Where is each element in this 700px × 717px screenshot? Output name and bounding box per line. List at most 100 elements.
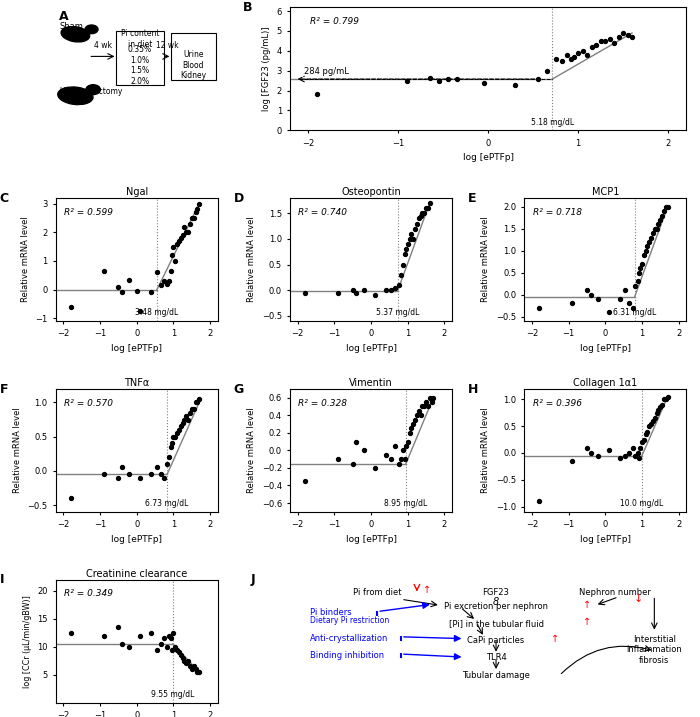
Point	[642, 426, 653, 437]
Point	[632, 447, 643, 459]
Point	[662, 201, 673, 212]
Text: E: E	[468, 192, 477, 205]
Point	[595, 35, 606, 47]
Point	[183, 655, 194, 666]
Point	[181, 227, 192, 238]
Point	[407, 418, 419, 429]
Point	[566, 53, 577, 65]
Point	[651, 223, 662, 234]
Point	[398, 259, 409, 270]
Point	[568, 51, 579, 62]
Point	[312, 87, 323, 99]
Point	[393, 457, 404, 469]
X-axis label: log [ePTFp]: log [ePTFp]	[463, 153, 514, 162]
Point	[184, 660, 195, 672]
Point	[626, 32, 638, 43]
Point	[627, 442, 638, 453]
Point	[174, 235, 185, 247]
Point	[424, 72, 435, 83]
Point	[159, 275, 170, 287]
Point	[116, 638, 127, 650]
Point	[164, 630, 175, 641]
Text: R² = 0.718: R² = 0.718	[533, 208, 582, 217]
Point	[192, 666, 203, 678]
Title: Creatinine clearance: Creatinine clearance	[86, 569, 188, 579]
Point	[653, 219, 664, 230]
X-axis label: log [ePTFp]: log [ePTFp]	[580, 344, 631, 353]
Point	[533, 302, 545, 313]
Point	[380, 285, 391, 296]
Point	[433, 75, 444, 86]
Point	[190, 206, 201, 218]
Text: Dietary Pi restriction: Dietary Pi restriction	[310, 617, 389, 625]
Text: ↑: ↑	[583, 600, 592, 609]
Point	[155, 280, 166, 291]
X-axis label: log [ePTFp]: log [ePTFp]	[346, 344, 396, 353]
Text: Pi excretion per nephron: Pi excretion per nephron	[444, 602, 548, 611]
Point	[577, 45, 588, 57]
Point	[419, 401, 430, 412]
Text: 6.73 mg/dL: 6.73 mg/dL	[146, 499, 189, 508]
Point	[172, 238, 183, 250]
Point	[636, 258, 648, 270]
Point	[424, 391, 435, 403]
Point	[98, 265, 109, 277]
Point	[634, 442, 645, 453]
Point	[654, 214, 666, 226]
Point	[393, 280, 404, 291]
Point	[657, 210, 668, 222]
Text: Nephron number: Nephron number	[579, 588, 651, 597]
Point	[634, 262, 645, 274]
Point	[169, 431, 181, 442]
Point	[164, 275, 175, 287]
Point	[510, 79, 521, 90]
Text: ↓: ↓	[634, 594, 643, 604]
Point	[404, 427, 415, 439]
Text: 12 wk: 12 wk	[156, 42, 178, 50]
Point	[161, 641, 172, 652]
Point	[645, 232, 657, 243]
Point	[169, 255, 181, 267]
Text: Pi content
in diet: Pi content in diet	[120, 29, 160, 49]
Point	[402, 436, 413, 447]
Point	[177, 229, 188, 241]
Point	[98, 468, 109, 480]
Point	[407, 233, 419, 244]
Point	[188, 212, 199, 224]
Text: R² = 0.328: R² = 0.328	[298, 399, 347, 407]
Point	[124, 641, 135, 652]
Point	[386, 453, 397, 465]
Text: ↑: ↑	[552, 635, 559, 645]
Text: Binding inhibition: Binding inhibition	[310, 651, 384, 660]
Title: Vimentin: Vimentin	[349, 378, 393, 388]
Point	[399, 453, 410, 465]
Text: Urine
Blood
Kidney: Urine Blood Kidney	[180, 50, 206, 80]
Point	[624, 298, 635, 309]
Point	[168, 241, 179, 252]
Point	[399, 249, 410, 260]
Point	[165, 632, 176, 644]
Point	[416, 208, 428, 219]
Point	[113, 472, 124, 483]
Text: Sham: Sham	[60, 22, 83, 31]
Point	[412, 218, 423, 229]
Point	[369, 462, 380, 474]
Point	[654, 402, 666, 413]
Point	[662, 391, 673, 402]
Point	[179, 655, 190, 666]
Text: 5.37 mg/dL: 5.37 mg/dL	[376, 308, 419, 318]
Point	[419, 208, 430, 219]
Point	[113, 281, 124, 293]
Y-axis label: Relative mRNA level: Relative mRNA level	[247, 407, 256, 493]
Text: R² = 0.396: R² = 0.396	[533, 399, 582, 407]
X-axis label: log [ePTFp]: log [ePTFp]	[111, 535, 162, 543]
Point	[179, 221, 190, 232]
Point	[582, 49, 593, 60]
Point	[135, 305, 146, 317]
Point	[181, 410, 192, 422]
Point	[184, 407, 195, 419]
Point	[404, 233, 415, 244]
Point	[113, 622, 124, 633]
Point	[179, 414, 190, 425]
Point	[634, 452, 645, 464]
